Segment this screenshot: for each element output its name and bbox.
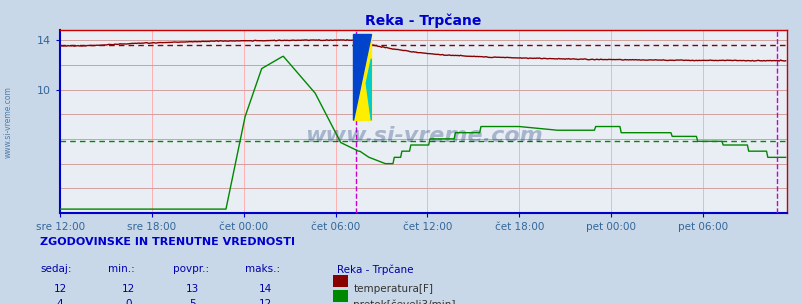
Text: 5: 5 <box>189 299 196 304</box>
Text: 0: 0 <box>125 299 132 304</box>
Text: www.si-vreme.com: www.si-vreme.com <box>3 86 13 157</box>
Text: maks.:: maks.: <box>245 264 280 275</box>
Text: povpr.:: povpr.: <box>172 264 209 275</box>
Title: Reka - Trpčane: Reka - Trpčane <box>365 13 481 28</box>
Text: 13: 13 <box>186 284 199 294</box>
Text: 12: 12 <box>54 284 67 294</box>
Text: 12: 12 <box>258 299 271 304</box>
Text: temperatura[F]: temperatura[F] <box>353 284 433 294</box>
Text: min.:: min.: <box>108 264 135 275</box>
Text: www.si-vreme.com: www.si-vreme.com <box>304 126 542 146</box>
Text: pretok[čevelj3/min]: pretok[čevelj3/min] <box>353 299 456 304</box>
Text: 4: 4 <box>57 299 63 304</box>
Text: Reka - Trpčane: Reka - Trpčane <box>337 264 413 275</box>
Text: sedaj:: sedaj: <box>40 264 71 275</box>
Polygon shape <box>353 34 371 120</box>
Polygon shape <box>366 59 371 120</box>
Text: ZGODOVINSKE IN TRENUTNE VREDNOSTI: ZGODOVINSKE IN TRENUTNE VREDNOSTI <box>40 237 295 247</box>
Text: 14: 14 <box>258 284 271 294</box>
Text: 12: 12 <box>122 284 135 294</box>
Polygon shape <box>353 34 371 120</box>
